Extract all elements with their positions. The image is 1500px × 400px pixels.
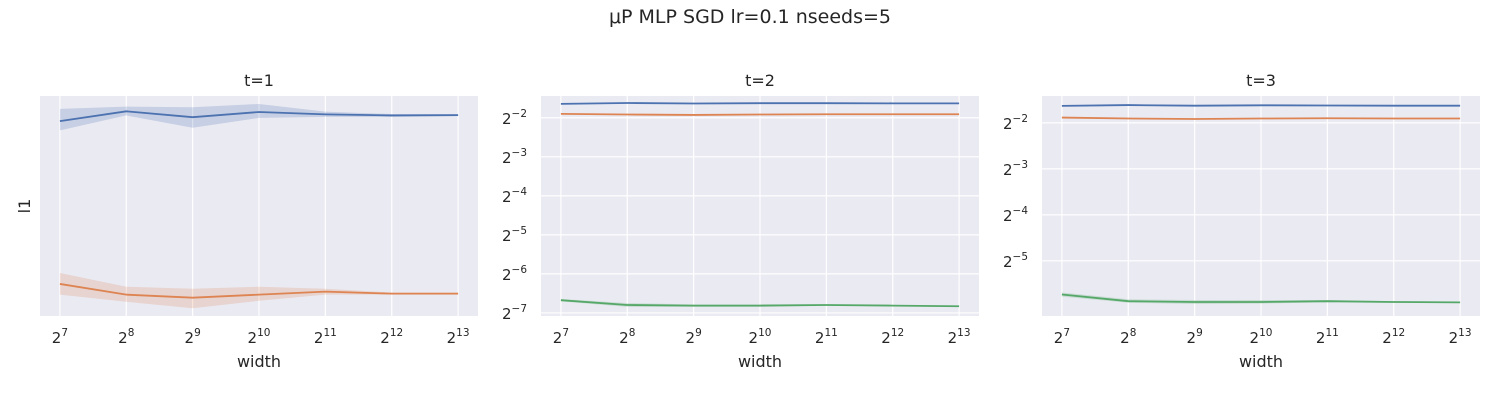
x-tick-label: 212 — [881, 327, 904, 347]
x-axis-label: width — [738, 352, 782, 371]
x-tick-label: 211 — [815, 327, 838, 347]
y-tick-label: 2−3 — [1003, 159, 1028, 179]
x-tick-label: 29 — [686, 327, 702, 347]
x-tick-label: 210 — [1250, 327, 1273, 347]
y-axis-label: l1 — [15, 199, 34, 214]
x-axis-label: width — [237, 352, 281, 371]
x-tick-label: 27 — [52, 327, 68, 347]
x-tick-label: 28 — [619, 327, 635, 347]
x-axis-label: width — [1239, 352, 1283, 371]
chart-panel-2: 27 28 29 210 211 212 213 2−2 2−3 2−4 2−5 2−6 2−7 t=2 w… — [502, 71, 979, 371]
x-tick-label: 29 — [1187, 327, 1203, 347]
figure-title: μP MLP SGD lr=0.1 nseeds=5 — [609, 6, 891, 28]
y-tick-label: 2−7 — [502, 303, 527, 323]
x-tick-label: 211 — [314, 327, 337, 347]
x-tick-label: 210 — [248, 327, 271, 347]
chart-panel-1: 27 28 29 210 211 212 213 t=1 width l1 — [15, 71, 478, 371]
x-tick-label: 212 — [380, 327, 403, 347]
y-tick-label: 2−3 — [502, 147, 527, 167]
y-tick-label: 2−4 — [1003, 205, 1028, 225]
x-tick-label: 213 — [948, 327, 971, 347]
y-tick-label: 2−5 — [1003, 251, 1028, 271]
panel-title: t=3 — [1246, 71, 1276, 90]
x-tick-label: 27 — [553, 327, 569, 347]
series-1-line — [1061, 104, 1461, 107]
series-2-band — [59, 272, 459, 309]
y-tick-label: 2−2 — [1003, 113, 1028, 133]
series-1-band — [59, 103, 459, 131]
series-2-line — [1061, 116, 1461, 120]
x-tick-label: 211 — [1316, 327, 1339, 347]
x-tick-label: 28 — [118, 327, 134, 347]
x-tick-label: 210 — [749, 327, 772, 347]
series-2-line — [59, 283, 459, 299]
series-3-line — [1061, 293, 1461, 304]
series-1-line — [59, 110, 459, 123]
x-tick-label: 213 — [1449, 327, 1472, 347]
x-tick-label: 29 — [185, 327, 201, 347]
panel-title: t=1 — [244, 71, 274, 90]
x-tick-label: 28 — [1120, 327, 1136, 347]
series-1-line — [560, 102, 960, 105]
x-tick-label: 213 — [447, 327, 470, 347]
panel-title: t=2 — [745, 71, 775, 90]
series-2-line — [560, 112, 960, 116]
x-tick-label: 27 — [1054, 327, 1070, 347]
y-tick-label: 2−2 — [502, 108, 527, 128]
y-tick-label: 2−5 — [502, 225, 527, 245]
x-tick-label: 212 — [1382, 327, 1405, 347]
series-3-line — [560, 299, 960, 308]
y-tick-label: 2−4 — [502, 186, 527, 206]
chart-panel-3: 27 28 29 210 211 212 213 2−2 2−3 2−4 2−5 t=3 width — [1003, 71, 1480, 371]
y-tick-label: 2−6 — [502, 264, 527, 284]
